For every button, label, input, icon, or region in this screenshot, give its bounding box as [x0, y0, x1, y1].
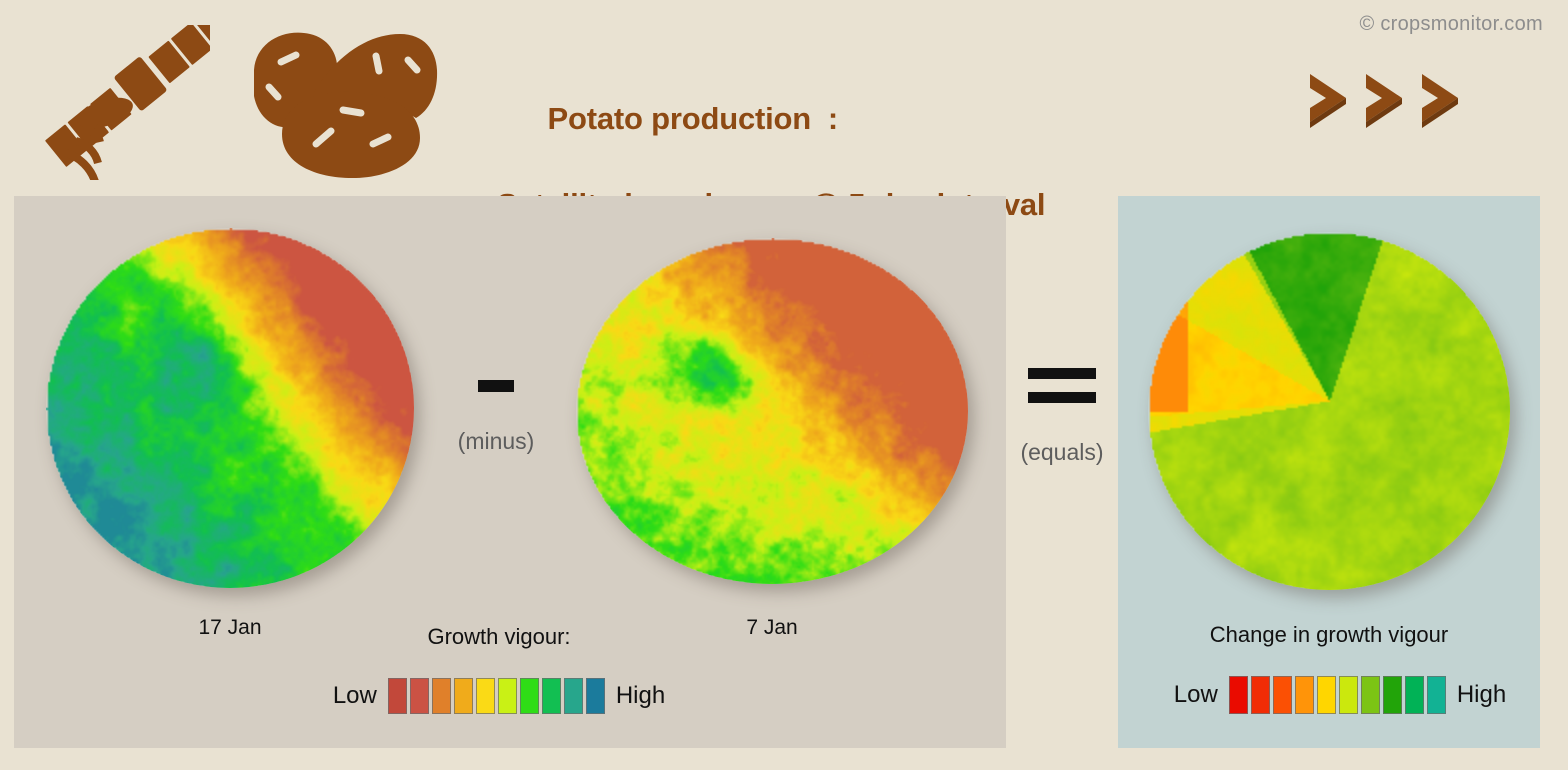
legend-title-growth-vigour: Growth vigour:: [427, 624, 571, 649]
minus-icon: [478, 380, 514, 392]
legend-colorbar-change: [1228, 676, 1446, 714]
map-disc-17jan: [46, 228, 414, 588]
potato-icon: [240, 22, 445, 182]
legend-scale-row: Low High: [332, 678, 666, 714]
legend-swatch-9: [1426, 676, 1446, 714]
legend-high-label-change: High: [1456, 681, 1507, 708]
legend-growth-vigour: Growth vigour: Low High: [332, 624, 666, 714]
map-label-17jan: 17 Jan: [198, 616, 262, 639]
legend-swatch-6: [519, 678, 539, 714]
legend-swatch-1: [1250, 676, 1270, 714]
map-change[interactable]: [1148, 232, 1510, 590]
legend-swatch-3: [453, 678, 473, 714]
legend-swatch-5: [1338, 676, 1358, 714]
equals-icon: [1028, 368, 1096, 403]
legend-scale-row-change: Low High: [1150, 676, 1530, 714]
legend-swatch-0: [387, 678, 407, 714]
copyright-notice: © cropsmonitor.com: [1359, 13, 1543, 35]
legend-change-growth-vigour: Low High: [1150, 676, 1530, 714]
map-label-7jan: 7 Jan: [746, 616, 798, 639]
map-date-17jan[interactable]: [46, 228, 414, 588]
legend-low-label-change: Low: [1173, 681, 1218, 708]
legend-swatch-6: [1360, 676, 1380, 714]
map-disc-7jan: [576, 238, 968, 584]
legend-swatch-4: [1316, 676, 1336, 714]
legend-swatch-8: [1404, 676, 1424, 714]
legend-swatch-8: [563, 678, 583, 714]
equals-word: (equals): [1020, 439, 1104, 465]
header: Potato production : Satellite-based maps…: [0, 0, 1568, 222]
legend-swatch-1: [409, 678, 429, 714]
equals-operator: (equals): [992, 368, 1132, 466]
minus-operator: (minus): [426, 380, 566, 455]
legend-swatch-7: [1382, 676, 1402, 714]
legend-colorbar: [387, 678, 605, 714]
page-title-line1: Potato production :: [547, 101, 838, 136]
legend-swatch-3: [1294, 676, 1314, 714]
chevron-right-arrows-icon: [1308, 72, 1476, 130]
legend-swatch-0: [1228, 676, 1248, 714]
legend-swatch-2: [1272, 676, 1292, 714]
legend-high-label: High: [615, 682, 666, 709]
satellite-icon: [30, 4, 235, 187]
legend-swatch-9: [585, 678, 605, 714]
legend-low-label: Low: [332, 682, 377, 709]
map-label-change: Change in growth vigour: [1209, 622, 1449, 647]
legend-swatch-5: [497, 678, 517, 714]
map-disc-change: [1148, 232, 1510, 590]
legend-swatch-2: [431, 678, 451, 714]
legend-swatch-4: [475, 678, 495, 714]
map-date-7jan[interactable]: [576, 238, 968, 584]
legend-swatch-7: [541, 678, 561, 714]
minus-word: (minus): [457, 428, 535, 454]
